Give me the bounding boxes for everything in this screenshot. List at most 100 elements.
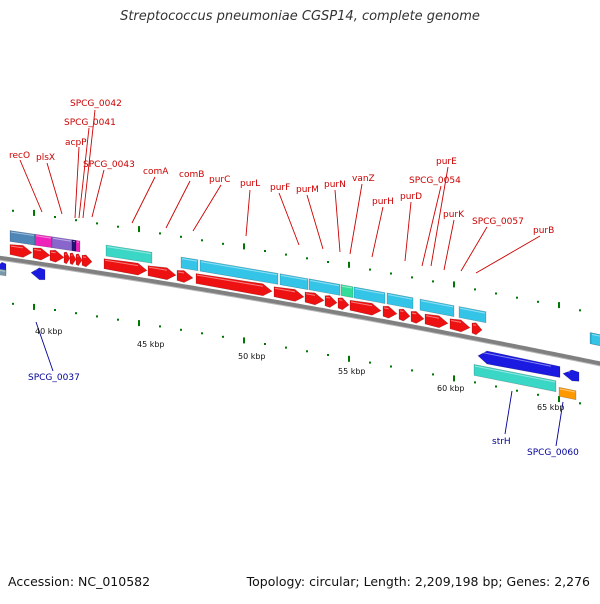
tick-bottom-21 xyxy=(453,375,455,381)
tick-top-25 xyxy=(537,301,539,303)
red-gene-5 xyxy=(70,253,76,265)
tick-top-3 xyxy=(75,219,77,221)
red-gene-14-highlight xyxy=(326,297,330,298)
label-spcg-0037[interactable]: SPCG_0037 xyxy=(28,373,80,383)
label-purf[interactable]: purF xyxy=(270,183,290,193)
leader-top-12 xyxy=(307,195,323,249)
tick-bottom-17 xyxy=(369,362,371,364)
label-purc[interactable]: purC xyxy=(209,175,230,185)
tick-top-19 xyxy=(411,276,413,278)
leader-top-15 xyxy=(372,207,383,257)
label-purn[interactable]: purN xyxy=(324,180,346,190)
leader-top-19 xyxy=(444,220,454,270)
tick-bottom-9 xyxy=(201,332,203,334)
scale-label-65kbp: 65 kbp xyxy=(537,403,565,412)
tick-bottom-4 xyxy=(96,315,98,317)
tick-top-26 xyxy=(558,302,560,308)
label-coma[interactable]: comA xyxy=(143,167,169,177)
label-acpp[interactable]: acpP xyxy=(65,138,87,148)
tick-bottom-6 xyxy=(138,320,140,326)
tick-top-7 xyxy=(159,232,161,234)
leader-top-10 xyxy=(246,190,250,236)
red-gene-18-highlight xyxy=(400,311,403,312)
leader-top-6 xyxy=(92,170,104,217)
label-reco[interactable]: recO xyxy=(9,151,30,161)
leader-top-21 xyxy=(476,236,540,273)
genome-backbone xyxy=(0,258,600,367)
label-purl[interactable]: purL xyxy=(240,179,260,189)
label-spcg-0041[interactable]: SPCG_0041 xyxy=(64,118,116,128)
leader-top-2 xyxy=(47,163,62,214)
tick-bottom-24 xyxy=(516,390,518,392)
label-spcg-0060[interactable]: SPCG_0060 xyxy=(527,448,579,458)
label-purh[interactable]: purH xyxy=(372,197,394,207)
leader-top-7 xyxy=(132,177,155,223)
scale-label-50kbp: 50 kbp xyxy=(238,352,266,361)
label-plsx[interactable]: plsX xyxy=(36,153,55,163)
tick-bottom-16 xyxy=(348,356,350,362)
tick-bottom-8 xyxy=(180,329,182,331)
tick-top-27 xyxy=(579,309,581,311)
label-spcg-0042[interactable]: SPCG_0042 xyxy=(70,99,122,109)
tick-top-16 xyxy=(348,262,350,268)
tick-top-9 xyxy=(201,239,203,241)
tick-top-10 xyxy=(222,243,224,245)
label-pure[interactable]: purE xyxy=(436,157,457,167)
leader-top-20 xyxy=(461,227,487,271)
tick-top-4 xyxy=(96,222,98,224)
tick-bottom-23 xyxy=(495,386,497,388)
leader-top-16 xyxy=(405,202,411,261)
tick-bottom-12 xyxy=(264,343,266,345)
tick-top-1 xyxy=(33,210,35,216)
tick-top-20 xyxy=(432,280,434,282)
label-purm[interactable]: purM xyxy=(296,185,319,195)
leader-top-8 xyxy=(166,181,190,228)
scale-label-40kbp: 40 kbp xyxy=(35,327,63,336)
tick-bottom-26 xyxy=(558,396,560,402)
label-comb[interactable]: comB xyxy=(179,170,204,180)
tick-bottom-13 xyxy=(285,347,287,349)
leader-top-13 xyxy=(335,190,340,252)
tick-top-11 xyxy=(243,243,245,249)
tick-top-14 xyxy=(306,257,308,259)
label-strh[interactable]: strH xyxy=(492,437,511,447)
scale-label-45kbp: 45 kbp xyxy=(137,340,165,349)
tick-bottom-0 xyxy=(12,303,14,305)
backbone-shadow xyxy=(0,260,600,366)
tick-bottom-1 xyxy=(33,304,35,310)
tick-top-8 xyxy=(180,236,182,238)
label-vanz[interactable]: vanZ xyxy=(352,174,375,184)
tick-top-15 xyxy=(327,261,329,263)
tick-top-12 xyxy=(264,250,266,252)
tick-bottom-7 xyxy=(159,325,161,327)
tick-bottom-15 xyxy=(327,354,329,356)
label-spcg-0054[interactable]: SPCG_0054 xyxy=(409,176,461,186)
tick-bottom-5 xyxy=(117,319,119,321)
tick-top-13 xyxy=(285,254,287,256)
tick-top-17 xyxy=(369,269,371,271)
red-gene-3-highlight xyxy=(51,252,56,253)
tick-top-2 xyxy=(54,216,56,218)
leader-top-11 xyxy=(279,193,299,245)
tick-top-23 xyxy=(495,293,497,295)
leader-top-14 xyxy=(350,184,362,254)
label-purd[interactable]: purD xyxy=(400,192,422,202)
tick-bottom-11 xyxy=(243,337,245,343)
label-purk[interactable]: purK xyxy=(443,210,465,220)
leader-top-1 xyxy=(20,160,42,212)
tick-top-24 xyxy=(516,297,518,299)
leader-top-9 xyxy=(193,185,221,231)
tick-bottom-18 xyxy=(390,366,392,368)
red-gene-15-highlight xyxy=(339,300,342,301)
scale-label-60kbp: 60 kbp xyxy=(437,384,465,393)
tick-bottom-10 xyxy=(222,336,224,338)
label-purb[interactable]: purB xyxy=(533,226,554,236)
tick-bottom-14 xyxy=(306,350,308,352)
map-title: Streptococcus pneumoniae CGSP14, complet… xyxy=(0,9,600,24)
label-spcg-0043[interactable]: SPCG_0043 xyxy=(83,160,135,170)
tick-top-21 xyxy=(453,281,455,287)
tick-bottom-27 xyxy=(579,402,581,404)
label-spcg-0057[interactable]: SPCG_0057 xyxy=(472,217,524,227)
